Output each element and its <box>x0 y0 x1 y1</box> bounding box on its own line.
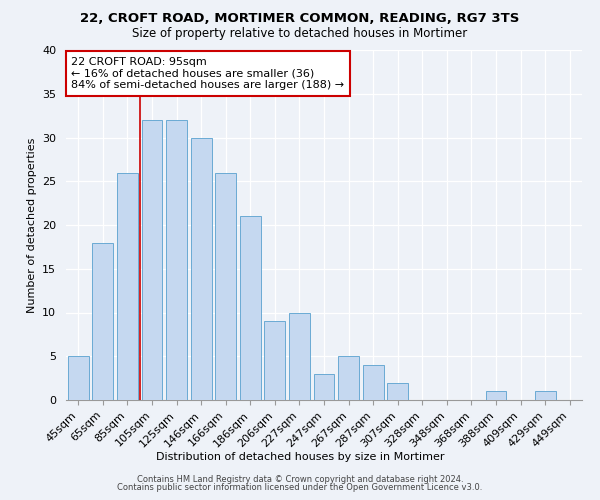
Text: 22 CROFT ROAD: 95sqm
← 16% of detached houses are smaller (36)
84% of semi-detac: 22 CROFT ROAD: 95sqm ← 16% of detached h… <box>71 57 344 90</box>
Bar <box>289 312 310 400</box>
Bar <box>535 391 556 400</box>
Bar <box>68 356 89 400</box>
Y-axis label: Number of detached properties: Number of detached properties <box>26 138 37 312</box>
Bar <box>240 216 261 400</box>
Bar <box>485 391 506 400</box>
Bar <box>338 356 359 400</box>
Text: Size of property relative to detached houses in Mortimer: Size of property relative to detached ho… <box>133 28 467 40</box>
Bar <box>265 321 286 400</box>
Bar <box>387 382 408 400</box>
Text: Contains public sector information licensed under the Open Government Licence v3: Contains public sector information licen… <box>118 484 482 492</box>
Bar <box>215 172 236 400</box>
Bar <box>362 365 383 400</box>
Bar <box>92 242 113 400</box>
Bar <box>166 120 187 400</box>
Bar <box>117 172 138 400</box>
Text: 22, CROFT ROAD, MORTIMER COMMON, READING, RG7 3TS: 22, CROFT ROAD, MORTIMER COMMON, READING… <box>80 12 520 26</box>
Bar <box>191 138 212 400</box>
Text: Distribution of detached houses by size in Mortimer: Distribution of detached houses by size … <box>156 452 444 462</box>
Bar <box>314 374 334 400</box>
Text: Contains HM Land Registry data © Crown copyright and database right 2024.: Contains HM Land Registry data © Crown c… <box>137 475 463 484</box>
Bar <box>142 120 163 400</box>
